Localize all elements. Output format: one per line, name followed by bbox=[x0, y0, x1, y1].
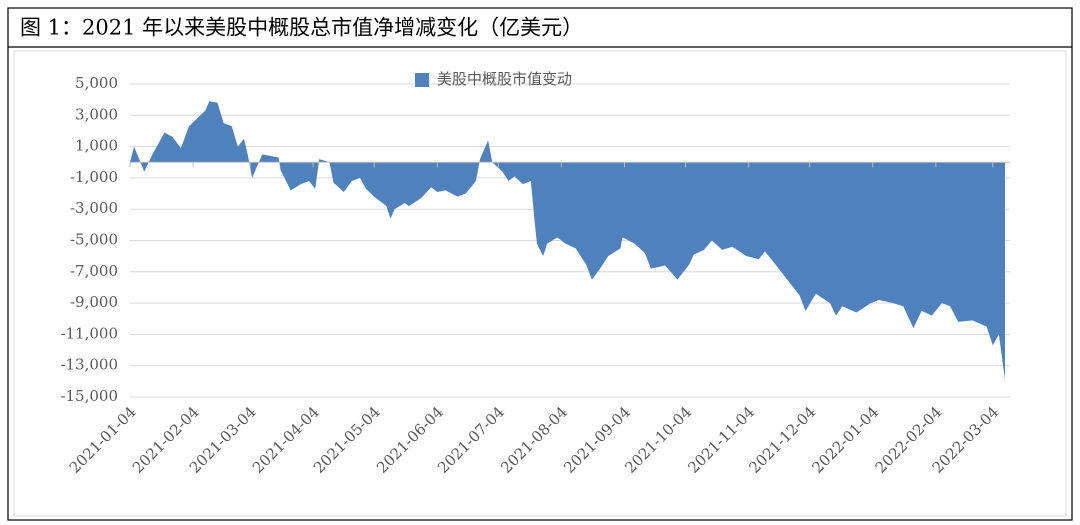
y-tick-label: 1,000 bbox=[75, 137, 118, 155]
frame bbox=[7, 7, 1073, 521]
x-tick-label: 2021-01-04 bbox=[66, 403, 140, 477]
y-tick-label: -7,000 bbox=[70, 262, 118, 280]
y-tick-label: -5,000 bbox=[70, 231, 118, 249]
area bbox=[130, 101, 1005, 380]
x-tick-label: 2022-01-04 bbox=[809, 403, 883, 477]
y-tick-label: 3,000 bbox=[75, 105, 118, 123]
y-tick-label: -1,000 bbox=[70, 168, 118, 186]
y-tick-label: -11,000 bbox=[60, 324, 118, 342]
y-tick-label: -3,000 bbox=[70, 199, 118, 217]
y-tick-label: 5,000 bbox=[75, 74, 118, 92]
y-tick-label: -9,000 bbox=[70, 293, 118, 311]
chart-title: 图 1：2021 年以来美股中概股总市值净增减变化（亿美元） bbox=[20, 16, 583, 40]
y-tick-label: -13,000 bbox=[60, 356, 118, 374]
chart-area bbox=[13, 50, 1067, 517]
legend-swatch bbox=[415, 73, 429, 87]
y-tick-label: -15,000 bbox=[60, 387, 118, 405]
legend-label: 美股中概股市值变动 bbox=[437, 70, 572, 88]
x-tick-label: 2021-08-04 bbox=[497, 403, 571, 477]
